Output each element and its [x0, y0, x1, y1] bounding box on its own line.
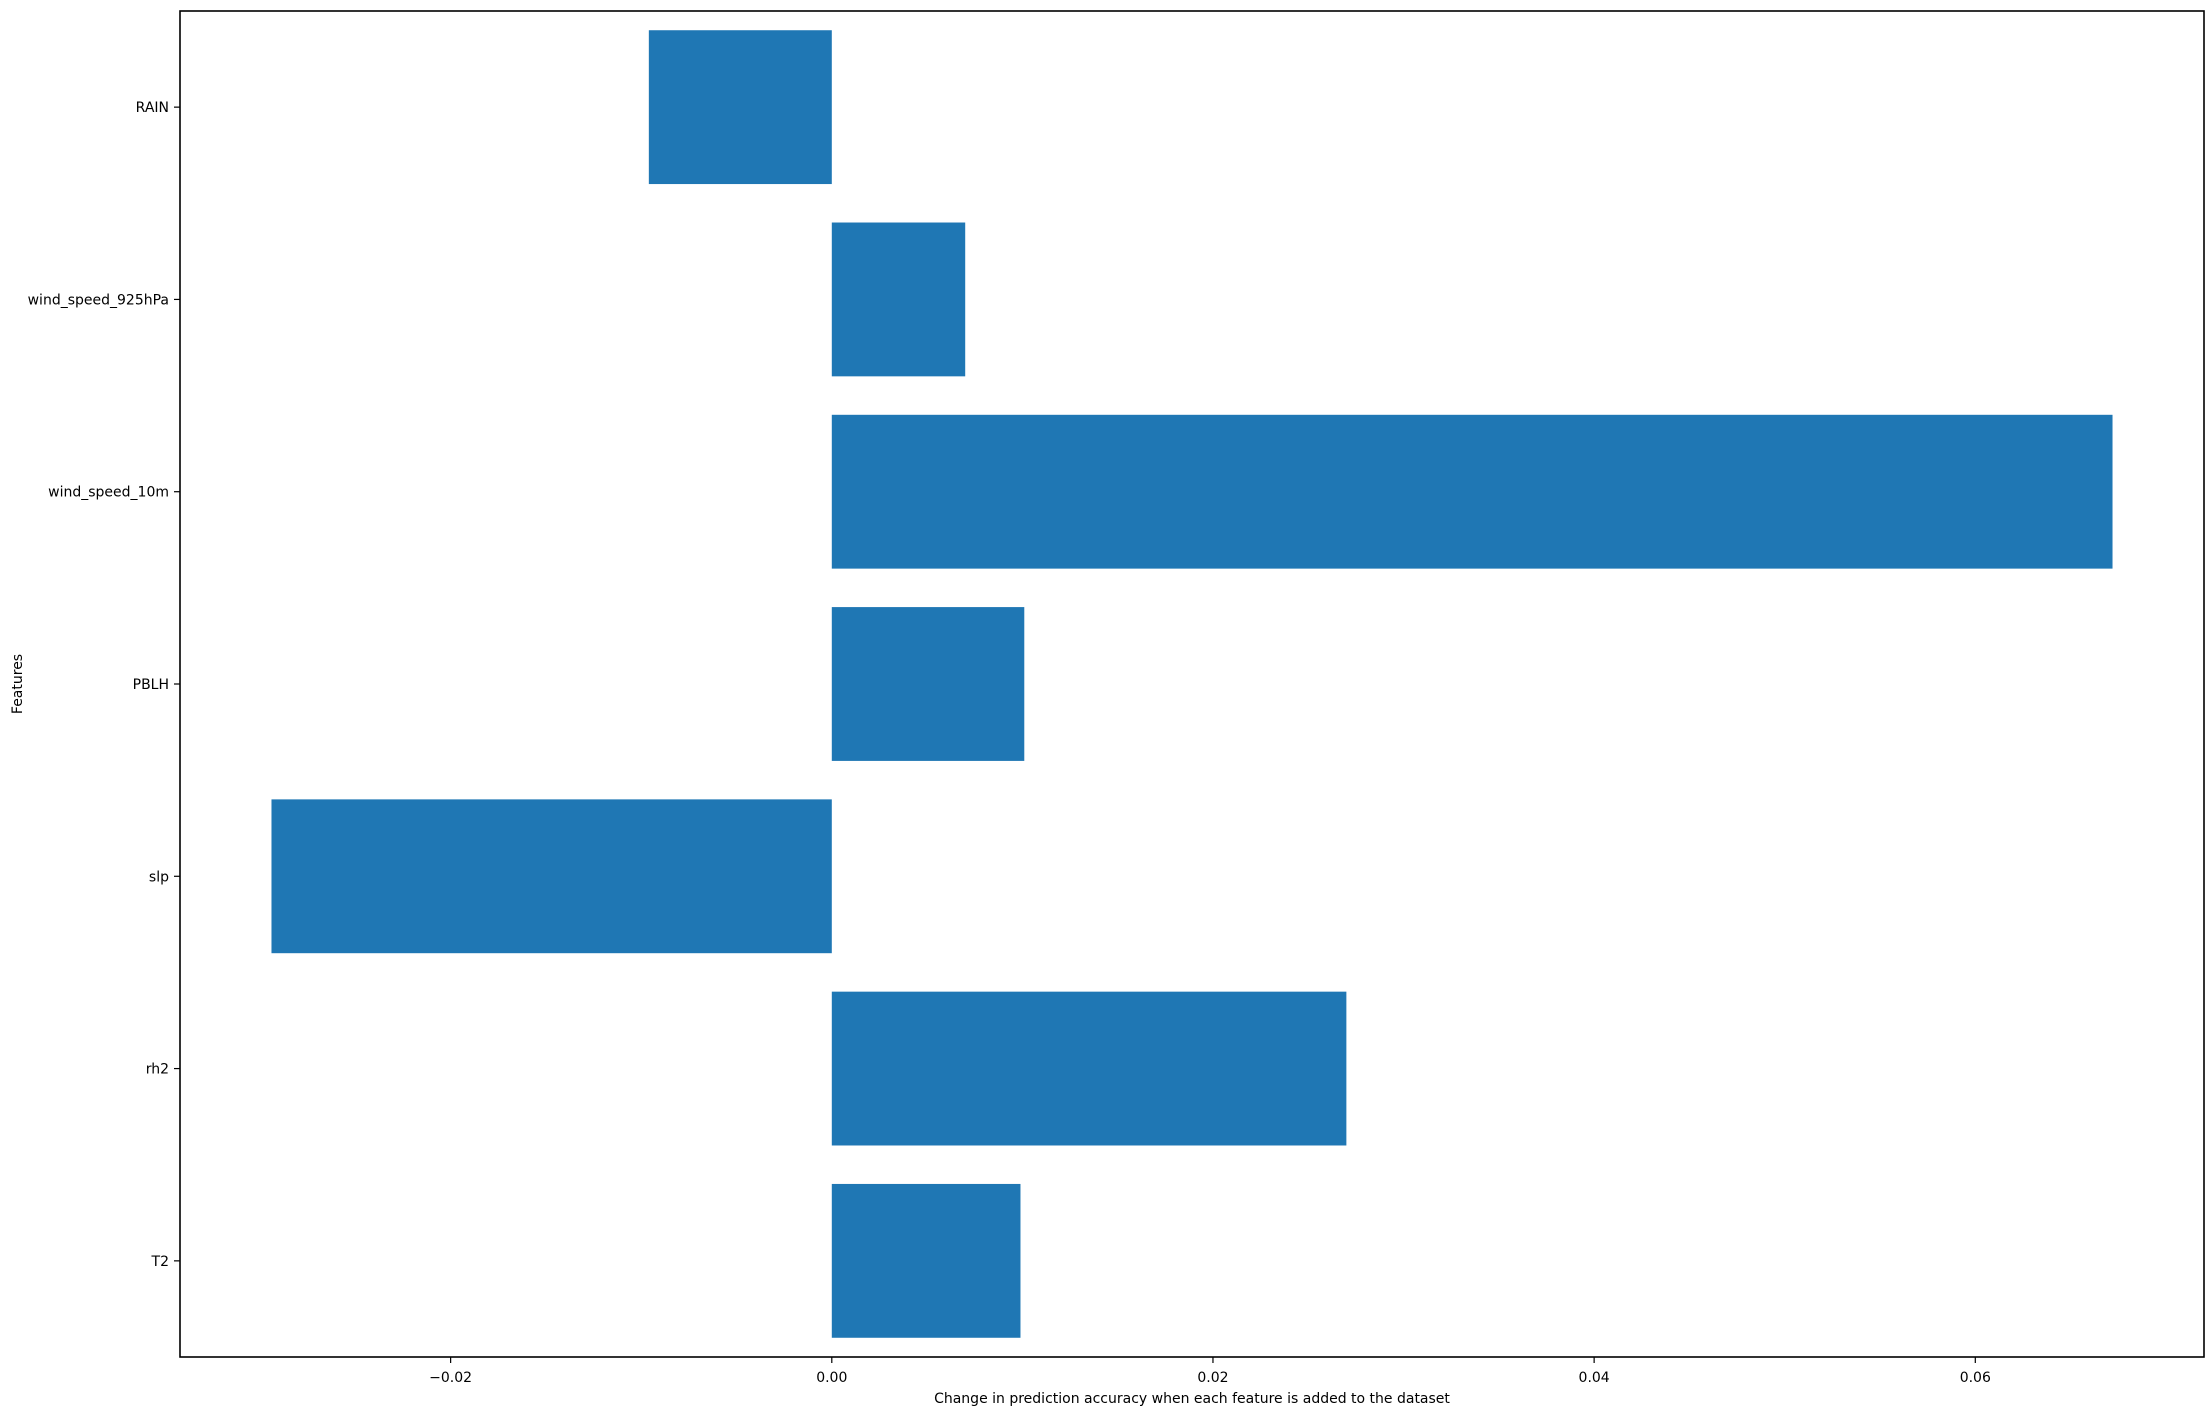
- x-tick-label: −0.02: [429, 1370, 472, 1386]
- y-tick-label-t2: T2: [151, 1254, 169, 1270]
- plot-frame: [179, 10, 2205, 1358]
- bar-pblh: [831, 607, 1025, 761]
- x-tick-label: 0.02: [1197, 1370, 1228, 1386]
- bar-t2: [831, 1183, 1021, 1338]
- x-tick-label: 0.00: [816, 1370, 847, 1386]
- ticks-layer: T2 rh2 slp PBLH wind_speed_10m wind_speed_925…: [28, 100, 1991, 1386]
- y-axis-label: Features: [10, 654, 26, 714]
- y-tick-label-pblh: PBLH: [133, 677, 169, 693]
- y-tick-label-wind-speed-925hpa: wind_speed_925hPa: [28, 292, 169, 308]
- bar-rain: [648, 30, 832, 185]
- x-tick-label: 0.04: [1579, 1370, 1610, 1386]
- bar-wind-speed-10m: [831, 414, 2113, 569]
- x-tick-label: 0.06: [1960, 1370, 1991, 1386]
- bar-rh2: [831, 991, 1347, 1146]
- y-tick-label-slp: slp: [149, 869, 169, 885]
- bar-wind-speed-925hpa: [831, 222, 966, 377]
- y-tick-label-rain: RAIN: [136, 100, 169, 116]
- y-tick-label-rh2: rh2: [146, 1062, 169, 1078]
- y-tick-label-wind-speed-10m: wind_speed_10m: [48, 485, 169, 501]
- x-axis-label: Change in prediction accuracy when each …: [934, 1391, 1450, 1407]
- bars-layer: [271, 30, 2113, 1338]
- bar-slp: [271, 799, 832, 954]
